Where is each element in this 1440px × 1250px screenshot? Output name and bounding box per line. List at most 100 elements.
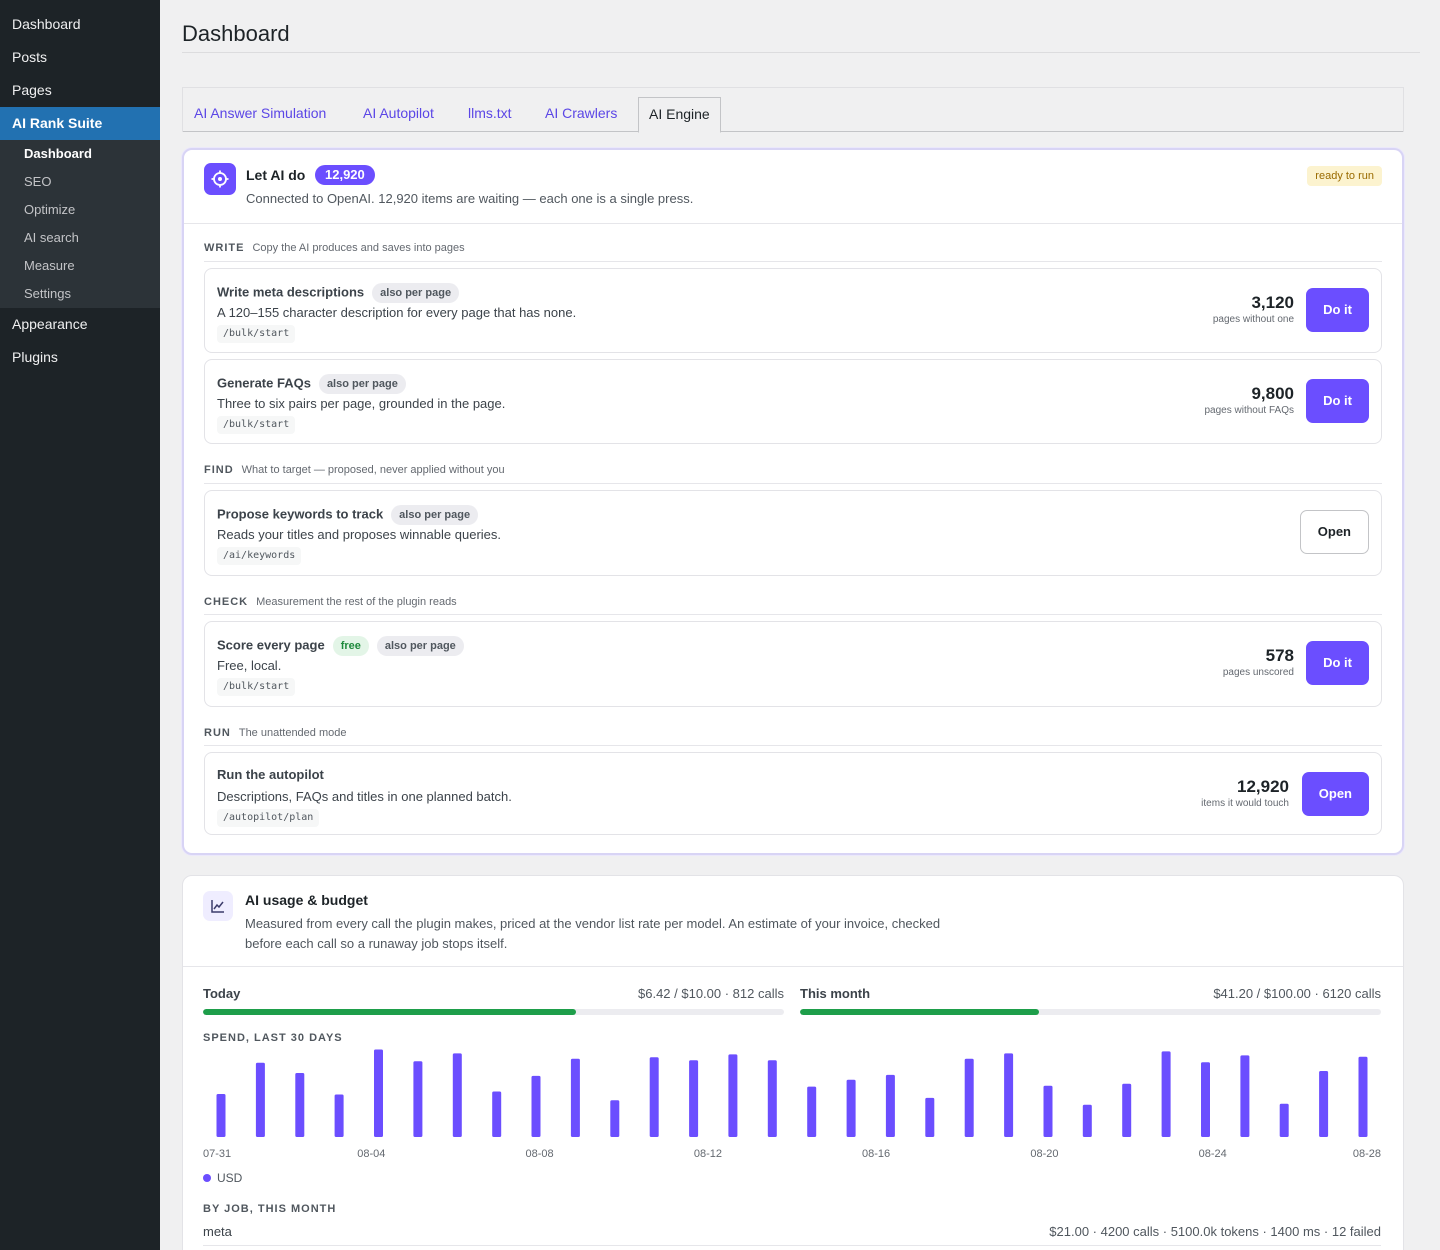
row-title: Score every page free also per page [217,636,464,656]
open-keywords-button[interactable]: Open [1299,510,1369,554]
tab-ai-answer-simulation[interactable]: AI Answer Simulation [194,105,327,121]
spend-bar-07-31 [255,1062,265,1137]
tab-bar-underline [183,131,1403,132]
spend-bar-08-08 [570,1058,580,1137]
spend-bar-08-26 [1279,1103,1289,1137]
sidebar-item-dashboard[interactable]: Dashboard [12,16,81,32]
ai-engine-card: Let AI do 12,920 Connected to OpenAI. 12… [182,148,1404,855]
submenu-item-ai-search[interactable]: AI search [24,230,79,245]
spend-chart: 07-31 08-04 08-08 08-12 08-16 08-20 08-24 08-28 [203,1049,1381,1160]
row-desc: Free, local. [217,658,282,673]
row-generate-faqs: Generate FAQs also per page Three to six … [204,359,1382,444]
section-divider [204,261,1382,262]
page-title: Dashboard [182,21,290,46]
spend-bar-08-18 [964,1058,974,1137]
sidebar-item-plugins[interactable]: Plugins [12,349,58,365]
x-tick-label: 08-04 [357,1148,385,1160]
spend-bar-08-23 [1161,1051,1171,1137]
do-it-faqs-button[interactable]: Do it [1306,379,1369,423]
status-badge: ready to run [1307,166,1382,186]
ai-engine-title: Let AI do [246,167,306,183]
pending-metric: 3,120 pages without one [1213,293,1294,325]
submenu-item-seo[interactable]: SEO [24,174,52,189]
tag-also-per-page: also per page [376,636,464,656]
target-icon [204,163,236,195]
sidebar-item-ai-rank-suite[interactable]: AI Rank Suite [0,107,160,140]
do-it-meta-button[interactable]: Do it [1306,288,1369,332]
spend-bar-08-04 [413,1061,423,1137]
pending-count-badge: 12,920 [315,165,375,185]
section-divider [204,483,1382,484]
submenu-item-settings[interactable]: Settings [24,286,71,301]
section-write-desc: Copy the AI produces and saves into page… [252,242,465,254]
spend-bar-08-12 [728,1054,738,1137]
endpoint-path: /bulk/start [217,416,296,434]
section-divider [204,614,1382,615]
endpoint-path: /ai/keywords [217,547,302,565]
tag-also-per-page: also per page [391,505,479,525]
budget-value: $6.42 / $10.00 · 812 calls [638,986,784,1001]
metric-label: pages unscored [1222,667,1294,678]
pending-metric: 9,800 pages without FAQs [1205,384,1295,416]
tab-llms-txt[interactable]: llms.txt [468,105,512,121]
title-divider [182,52,1420,53]
budget-label: This month [800,986,871,1001]
row-title: Generate FAQs also per page [217,374,406,394]
spend-bar-08-21 [1082,1104,1092,1137]
x-tick-label: 08-20 [1030,1148,1058,1160]
tag-also-per-page: also per page [372,283,460,303]
tab-ai-engine[interactable]: AI Engine [638,97,721,133]
metric-label: pages without FAQs [1204,405,1295,416]
job-row: meta $21.00 · 4200 calls · 5100.0k token… [203,1224,1381,1246]
spend-bar-08-25 [1240,1055,1250,1137]
tab-bar: AI Answer Simulation AI Autopilot llms.t… [182,87,1404,133]
submenu-item-dashboard[interactable]: Dashboard [24,146,92,161]
budget-value: $41.20 / $100.00 · 6120 calls [1213,986,1381,1001]
ai-engine-subtitle: Connected to OpenAI. 12,920 items are wa… [246,191,694,206]
spend-bar-08-01 [295,1073,305,1137]
spend-bar-08-14 [807,1086,817,1137]
budget-progress-track [203,1009,784,1015]
ai-usage-card: AI usage & budget Measured from every ca… [182,875,1404,1250]
tag-free: free [332,636,369,656]
section-divider [204,745,1382,746]
row-title: Write meta descriptions also per page [217,283,460,303]
sidebar-item-posts[interactable]: Posts [12,49,48,65]
spend-bar-08-02 [334,1094,344,1137]
x-tick-label: 08-24 [1199,1148,1227,1160]
endpoint-path: /bulk/start [217,325,296,343]
row-run-autopilot: Run the autopilot Descriptions, FAQs and… [204,752,1382,835]
x-tick-label: 07-31 [203,1148,231,1160]
spend-bar-08-28 [1358,1056,1368,1137]
endpoint-path: /bulk/start [217,678,296,696]
submenu-item-measure[interactable]: Measure [24,258,75,273]
line-chart-icon [203,891,233,921]
section-find-desc: What to target — proposed, never applied… [241,464,505,476]
spend-bar-08-24 [1201,1062,1210,1137]
open-autopilot-button[interactable]: Open [1301,772,1369,816]
spend-bar-08-10 [649,1057,659,1137]
chart-title: SPEND, LAST 30 DAYS [203,1032,343,1044]
row-title: Run the autopilot [217,767,324,782]
tab-ai-autopilot[interactable]: AI Autopilot [363,105,434,121]
metric-value: 578 [1265,646,1294,665]
x-tick-label: 08-08 [526,1148,554,1160]
spend-bar-08-09 [610,1100,620,1137]
budget-progress-track [800,1009,1381,1015]
row-title: Propose keywords to track also per page [217,505,479,525]
row-meta-descriptions: Write meta descriptions also per page A 1… [204,268,1382,353]
sidebar-item-appearance[interactable]: Appearance [12,316,88,332]
sidebar-item-pages[interactable]: Pages [12,82,52,98]
tab-ai-crawlers[interactable]: AI Crawlers [545,105,618,121]
section-check-label: CHECK Measurement the rest of the plugin … [204,596,457,608]
submenu-item-optimize[interactable]: Optimize [24,202,76,217]
metric-value: 3,120 [1251,293,1294,312]
usage-title: AI usage & budget [245,892,368,908]
job-name: meta [203,1224,232,1239]
do-it-score-button[interactable]: Do it [1306,641,1369,685]
usage-divider [183,966,1403,967]
usage-desc: Measured from every call the plugin make… [245,916,941,951]
tag-also-per-page: also per page [318,374,406,394]
x-tick-label: 08-28 [1353,1148,1381,1160]
x-tick-label: 08-16 [862,1148,890,1160]
